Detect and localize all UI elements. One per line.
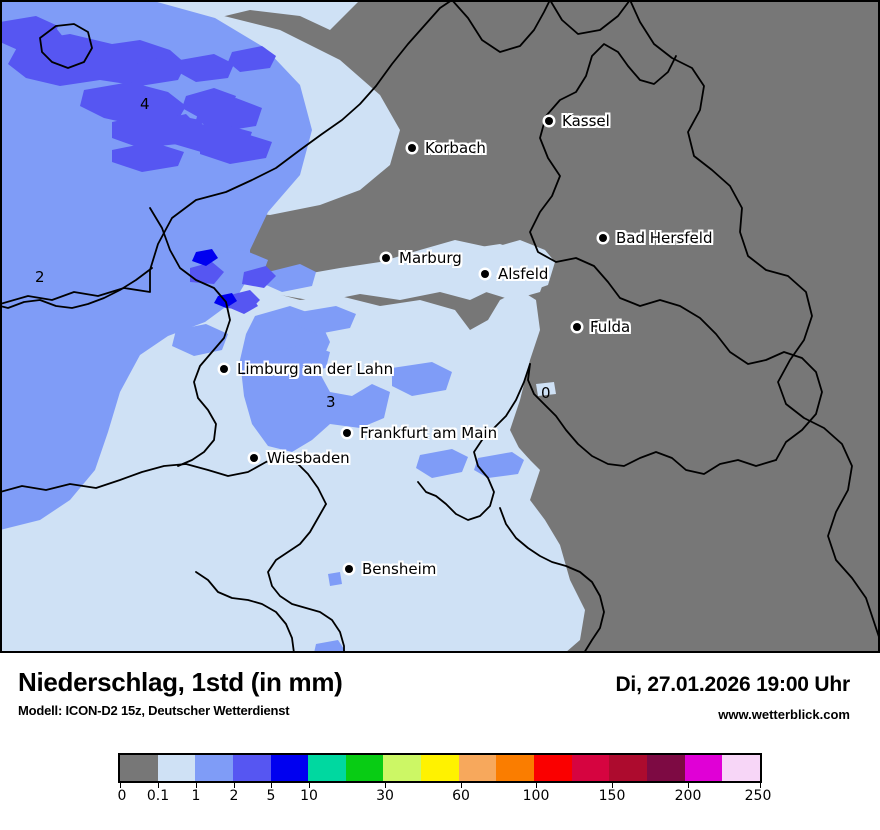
colorbar-tick-label: 150 xyxy=(598,788,626,804)
colorbar-tick-mark xyxy=(536,783,537,788)
colorbar-tick-label: 1 xyxy=(191,788,201,804)
colorbar-tick-label: 5 xyxy=(266,788,276,804)
colorbar-swatch xyxy=(195,755,233,781)
precip-band-moderate xyxy=(0,16,276,314)
colorbar-tick-mark xyxy=(461,783,462,788)
precipitation-map[interactable]: Kassel Korbach Bad Hersfeld Marburg Alsf… xyxy=(0,0,880,653)
colorbar-tick-label: 0 xyxy=(117,788,127,804)
colorbar-tick-mark xyxy=(158,783,159,788)
colorbar-tick-mark xyxy=(120,783,121,788)
colorbar-tick-label: 30 xyxy=(376,788,394,804)
colorbar-swatch xyxy=(571,755,610,781)
colorbar-swatch xyxy=(684,755,723,781)
valid-time-label: Di, 27.01.2026 19:00 Uhr xyxy=(615,673,850,696)
date-block: Di, 27.01.2026 19:00 Uhr www.wetterblick… xyxy=(615,673,850,722)
colorbar: 0 0.1 1 2 5 10 30 60 100 150 xyxy=(117,753,771,809)
model-source-label: Modell: ICON-D2 15z, Deutscher Wetterdie… xyxy=(18,703,290,719)
colorbar-swatch xyxy=(722,755,760,781)
colorbar-tick-mark xyxy=(612,783,613,788)
colorbar-swatch xyxy=(345,755,384,781)
colorbar-swatch xyxy=(458,755,497,781)
colorbar-swatch xyxy=(646,755,685,781)
colorbar-swatch xyxy=(496,755,535,781)
colorbar-ticks: 0 0.1 1 2 5 10 30 60 100 150 xyxy=(117,783,771,809)
colorbar-swatch xyxy=(157,755,196,781)
colorbar-swatch xyxy=(421,755,459,781)
colorbar-tick-label: 2 xyxy=(229,788,239,804)
map-canvas xyxy=(0,0,880,653)
colorbar-tick-label: 200 xyxy=(674,788,702,804)
map-frame xyxy=(0,0,880,653)
title-block: Niederschlag, 1std (in mm) Modell: ICON-… xyxy=(18,667,343,719)
colorbar-tick-mark xyxy=(309,783,310,788)
colorbar-swatch xyxy=(308,755,346,781)
colorbar-swatches xyxy=(118,753,762,783)
colorbar-swatch xyxy=(534,755,572,781)
colorbar-tick-mark xyxy=(234,783,235,788)
colorbar-swatch xyxy=(609,755,647,781)
colorbar-swatch xyxy=(270,755,309,781)
colorbar-swatch xyxy=(120,755,158,781)
map-footer: Niederschlag, 1std (in mm) Modell: ICON-… xyxy=(0,653,880,830)
colorbar-tick-label: 0.1 xyxy=(146,788,170,804)
page-title: Niederschlag, 1std (in mm) xyxy=(18,667,343,697)
colorbar-tick-mark xyxy=(688,783,689,788)
colorbar-tick-label: 250 xyxy=(744,788,772,804)
colorbar-tick-mark xyxy=(271,783,272,788)
colorbar-swatch xyxy=(383,755,422,781)
colorbar-tick-mark xyxy=(760,783,761,788)
colorbar-tick-label: 100 xyxy=(522,788,550,804)
colorbar-tick-label: 60 xyxy=(452,788,470,804)
colorbar-swatch xyxy=(232,755,271,781)
administrative-borders xyxy=(0,0,880,653)
colorbar-tick-mark xyxy=(385,783,386,788)
colorbar-tick-mark xyxy=(196,783,197,788)
site-url-label: www.wetterblick.com xyxy=(718,707,850,722)
colorbar-tick-label: 10 xyxy=(300,788,318,804)
